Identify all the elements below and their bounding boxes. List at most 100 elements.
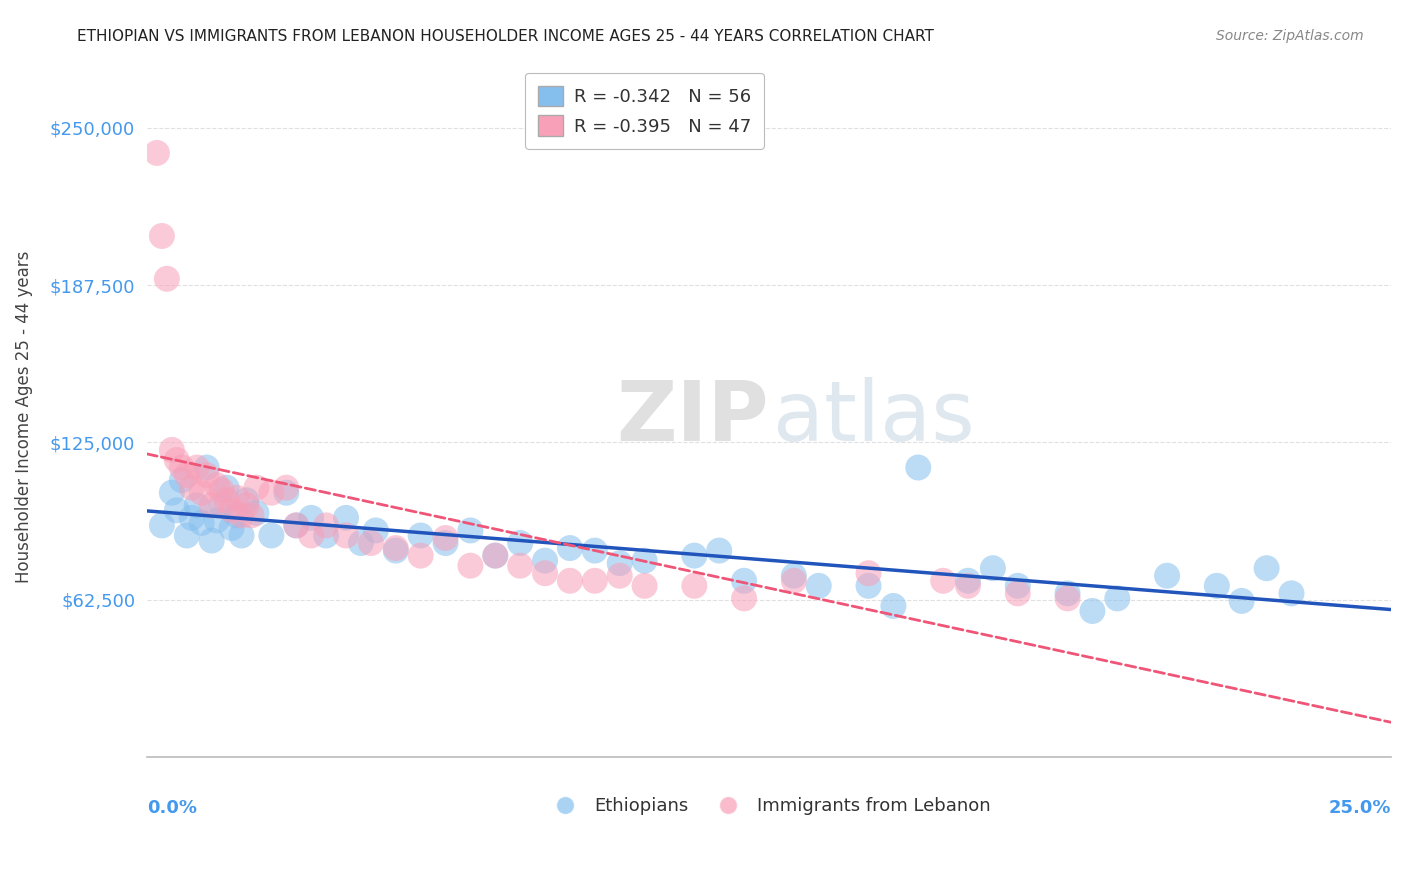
Point <box>350 536 373 550</box>
Point <box>907 460 929 475</box>
Point <box>1107 591 1129 606</box>
Point <box>260 485 283 500</box>
Point <box>335 528 357 542</box>
Point <box>1281 586 1303 600</box>
Point <box>221 521 243 535</box>
Point <box>205 513 228 527</box>
Point <box>186 498 208 512</box>
Point <box>484 549 506 563</box>
Point <box>299 511 322 525</box>
Point <box>460 558 482 573</box>
Point <box>231 528 253 542</box>
Point <box>335 511 357 525</box>
Point <box>176 528 198 542</box>
Point <box>558 574 581 588</box>
Point <box>285 518 308 533</box>
Point <box>882 599 904 613</box>
Point <box>783 574 806 588</box>
Point <box>170 473 193 487</box>
Point <box>1156 568 1178 582</box>
Point <box>166 503 188 517</box>
Point <box>384 541 406 555</box>
Point <box>956 579 979 593</box>
Point <box>231 508 253 523</box>
Point <box>225 491 247 505</box>
Point <box>534 566 557 581</box>
Text: 25.0%: 25.0% <box>1329 798 1391 816</box>
Point <box>225 508 247 523</box>
Point <box>932 574 955 588</box>
Point <box>205 478 228 492</box>
Point <box>276 485 298 500</box>
Point <box>1056 586 1078 600</box>
Point <box>1007 579 1029 593</box>
Point <box>180 481 202 495</box>
Y-axis label: Householder Income Ages 25 - 44 years: Householder Income Ages 25 - 44 years <box>15 251 32 583</box>
Point <box>235 493 257 508</box>
Point <box>364 524 387 538</box>
Point <box>201 498 224 512</box>
Point <box>245 481 267 495</box>
Point <box>245 506 267 520</box>
Text: 0.0%: 0.0% <box>148 798 197 816</box>
Point <box>215 493 238 508</box>
Point <box>180 511 202 525</box>
Point <box>1256 561 1278 575</box>
Point <box>434 531 457 545</box>
Point <box>409 549 432 563</box>
Point <box>360 536 382 550</box>
Point <box>609 556 631 570</box>
Point <box>211 483 233 498</box>
Point <box>583 574 606 588</box>
Point <box>315 528 337 542</box>
Point <box>299 528 322 542</box>
Text: ZIP: ZIP <box>616 376 769 458</box>
Point <box>240 508 263 523</box>
Text: ETHIOPIAN VS IMMIGRANTS FROM LEBANON HOUSEHOLDER INCOME AGES 25 - 44 YEARS CORRE: ETHIOPIAN VS IMMIGRANTS FROM LEBANON HOU… <box>77 29 934 44</box>
Point <box>166 453 188 467</box>
Point <box>211 498 233 512</box>
Point <box>186 460 208 475</box>
Point <box>858 566 880 581</box>
Point <box>981 561 1004 575</box>
Point <box>1205 579 1227 593</box>
Point <box>160 485 183 500</box>
Point <box>195 460 218 475</box>
Point <box>709 543 731 558</box>
Point <box>733 574 755 588</box>
Point <box>190 516 212 530</box>
Point <box>201 533 224 548</box>
Point <box>384 543 406 558</box>
Point <box>315 518 337 533</box>
Point <box>150 518 173 533</box>
Point <box>1230 594 1253 608</box>
Point <box>558 541 581 555</box>
Point <box>1081 604 1104 618</box>
Point <box>633 579 655 593</box>
Point <box>683 579 706 593</box>
Point <box>260 528 283 542</box>
Point <box>509 558 531 573</box>
Point <box>235 498 257 512</box>
Point <box>170 460 193 475</box>
Text: Source: ZipAtlas.com: Source: ZipAtlas.com <box>1216 29 1364 43</box>
Point <box>434 536 457 550</box>
Point <box>215 481 238 495</box>
Point <box>1007 586 1029 600</box>
Point <box>195 468 218 483</box>
Point <box>633 554 655 568</box>
Point <box>190 485 212 500</box>
Point <box>783 568 806 582</box>
Point <box>1056 591 1078 606</box>
Point <box>807 579 830 593</box>
Point <box>956 574 979 588</box>
Point <box>609 568 631 582</box>
Text: atlas: atlas <box>773 376 974 458</box>
Point <box>509 536 531 550</box>
Point <box>285 518 308 533</box>
Point <box>534 554 557 568</box>
Point <box>858 579 880 593</box>
Legend: Ethiopians, Immigrants from Lebanon: Ethiopians, Immigrants from Lebanon <box>540 790 998 822</box>
Point <box>583 543 606 558</box>
Point <box>160 442 183 457</box>
